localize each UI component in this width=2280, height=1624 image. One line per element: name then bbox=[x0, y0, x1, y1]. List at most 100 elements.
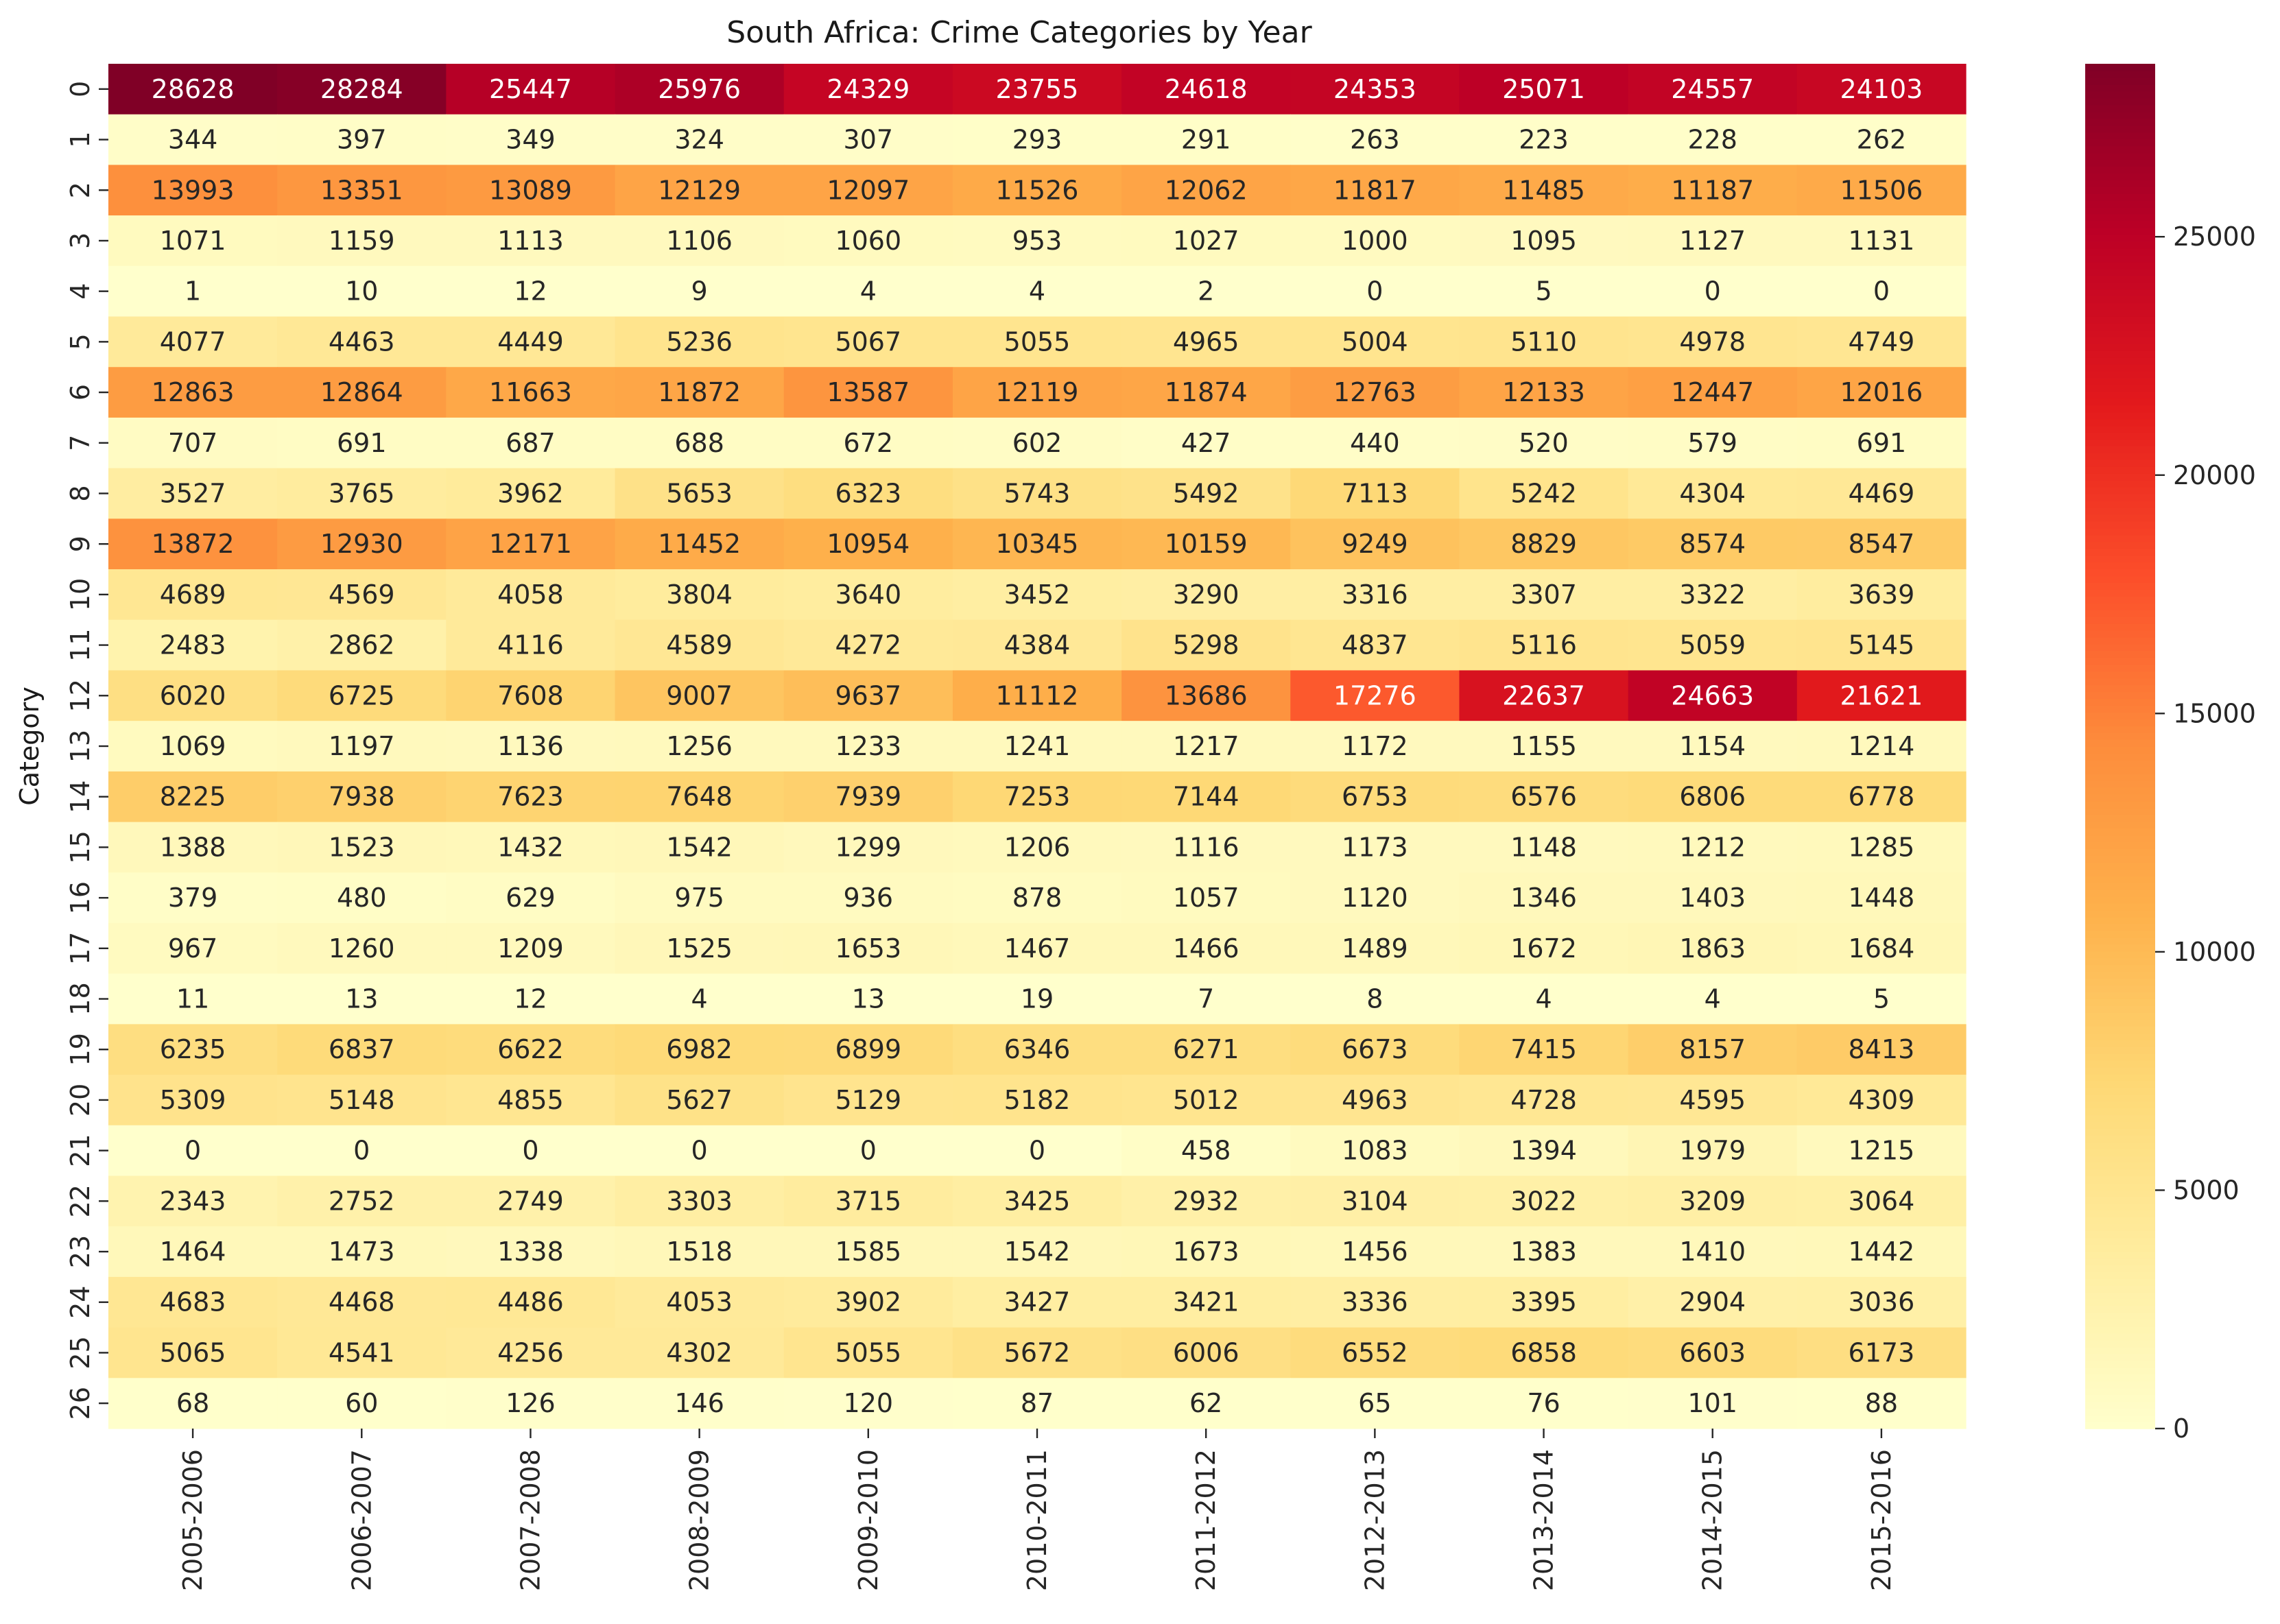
cell-value-label: 5309 bbox=[160, 1085, 226, 1115]
heatmap-cell bbox=[1121, 114, 1291, 165]
cell-value-label: 4 bbox=[1029, 276, 1045, 307]
heatmap-cell bbox=[446, 417, 616, 469]
cell-value-label: 4 bbox=[860, 276, 877, 307]
heatmap-cell bbox=[108, 569, 278, 621]
cell-value-label: 5236 bbox=[666, 326, 733, 357]
cell-value-label: 11506 bbox=[1840, 175, 1923, 205]
cell-value-label: 1113 bbox=[497, 226, 564, 256]
colorbar-segment bbox=[2085, 425, 2155, 433]
cell-value-label: 1410 bbox=[1679, 1237, 1746, 1267]
x-tick-label: 2013-2014 bbox=[1529, 1449, 1559, 1591]
colorbar-segment bbox=[2085, 64, 2155, 71]
cell-value-label: 349 bbox=[506, 125, 556, 155]
cell-value-label: 1155 bbox=[1510, 731, 1577, 761]
cell-value-label: 0 bbox=[185, 1136, 201, 1166]
heatmap-cell bbox=[1290, 1175, 1460, 1227]
y-axis-ticks: 0123456789101112131415161718192021222324… bbox=[65, 81, 108, 1420]
colorbar-segment bbox=[2085, 889, 2155, 897]
heatmap-cell bbox=[277, 619, 447, 671]
cell-value-label: 8157 bbox=[1679, 1034, 1746, 1064]
heatmap-cell bbox=[952, 670, 1122, 721]
cell-value-label: 1456 bbox=[1342, 1237, 1408, 1267]
heatmap-cell bbox=[783, 619, 953, 671]
cell-value-label: 10 bbox=[345, 276, 378, 307]
colorbar-segment bbox=[2085, 1128, 2155, 1136]
cell-value-label: 4309 bbox=[1849, 1085, 1915, 1115]
y-tick-label: 9 bbox=[65, 536, 95, 552]
heatmap-cell bbox=[1628, 872, 1798, 924]
y-tick-label: 14 bbox=[65, 780, 95, 813]
colorbar-segment bbox=[2085, 193, 2155, 201]
cell-value-label: 11187 bbox=[1671, 175, 1754, 205]
cell-value-label: 1148 bbox=[1510, 832, 1577, 862]
colorbar-segment bbox=[2085, 548, 2155, 556]
colorbar-segment bbox=[2085, 909, 2155, 918]
x-tick-label: 2007-2008 bbox=[515, 1449, 545, 1591]
cell-value-label: 65 bbox=[1358, 1388, 1391, 1418]
colorbar-segment bbox=[2085, 719, 2155, 726]
colorbar-segment bbox=[2085, 296, 2155, 304]
heatmap-cell bbox=[1796, 1024, 1967, 1075]
heatmap-cell bbox=[1796, 417, 1967, 469]
cell-value-label: 2752 bbox=[329, 1186, 395, 1216]
cell-value-label: 6982 bbox=[666, 1034, 733, 1064]
colorbar-segment bbox=[2085, 1326, 2155, 1334]
cell-value-label: 6622 bbox=[497, 1034, 564, 1064]
colorbar-segment bbox=[2085, 398, 2155, 406]
colorbar-segment bbox=[2085, 1039, 2155, 1047]
colorbar-segment bbox=[2085, 964, 2155, 972]
colorbar-segment bbox=[2085, 104, 2155, 112]
y-tick-label: 4 bbox=[65, 283, 95, 300]
heatmap-cell bbox=[783, 367, 953, 418]
cell-value-label: 28284 bbox=[320, 74, 403, 104]
heatmap-cell bbox=[277, 822, 447, 873]
colorbar-segment bbox=[2085, 84, 2155, 92]
cell-value-label: 0 bbox=[1029, 1136, 1045, 1166]
cell-value-label: 4077 bbox=[160, 326, 226, 357]
colorbar-segment bbox=[2085, 814, 2155, 822]
heatmap-cell bbox=[952, 1276, 1122, 1328]
cell-value-label: 23755 bbox=[996, 74, 1079, 104]
heatmap-cell bbox=[615, 569, 785, 621]
heatmap-cell bbox=[1459, 619, 1629, 671]
heatmap-cell bbox=[446, 1125, 616, 1177]
cell-value-label: 1285 bbox=[1849, 832, 1915, 862]
cell-value-label: 936 bbox=[844, 883, 894, 913]
heatmap-cell bbox=[783, 1125, 953, 1177]
heatmap-cell bbox=[1290, 922, 1460, 975]
cell-value-label: 5129 bbox=[835, 1085, 901, 1115]
x-tick-label: 2012-2013 bbox=[1359, 1449, 1390, 1591]
cell-value-label: 4683 bbox=[160, 1287, 226, 1317]
cell-value-label: 3395 bbox=[1510, 1287, 1577, 1317]
cell-value-label: 1684 bbox=[1849, 933, 1915, 964]
colorbar-segment bbox=[2085, 1156, 2155, 1163]
cell-value-label: 5004 bbox=[1342, 326, 1408, 357]
colorbar-segment bbox=[2085, 787, 2155, 795]
heatmap-cell bbox=[1796, 973, 1967, 1025]
y-tick-label: 22 bbox=[65, 1184, 95, 1217]
cell-value-label: 1241 bbox=[1004, 731, 1071, 761]
heatmap-cell bbox=[1628, 721, 1798, 772]
colorbar-segment bbox=[2085, 1196, 2155, 1204]
cell-value-label: 379 bbox=[168, 883, 218, 913]
heatmap-cell bbox=[1121, 367, 1291, 418]
y-tick-label: 1 bbox=[65, 131, 95, 147]
cell-value-label: 1095 bbox=[1510, 226, 1577, 256]
cell-value-label: 12864 bbox=[320, 377, 403, 407]
heatmap-cell bbox=[1459, 265, 1629, 318]
heatmap-cell bbox=[952, 822, 1122, 873]
heatmap-cell bbox=[108, 721, 278, 772]
cell-value-label: 3425 bbox=[1004, 1186, 1071, 1216]
x-tick-label: 2011-2012 bbox=[1191, 1449, 1221, 1591]
colorbar-tick-label: 20000 bbox=[2173, 460, 2256, 490]
cell-value-label: 4689 bbox=[160, 580, 226, 610]
cell-value-label: 1212 bbox=[1679, 832, 1746, 862]
y-tick-label: 7 bbox=[65, 435, 95, 451]
colorbar-segment bbox=[2085, 152, 2155, 160]
heatmap-cell bbox=[1796, 670, 1967, 721]
colorbar-segment bbox=[2085, 671, 2155, 679]
heatmap-cell bbox=[108, 1378, 278, 1429]
colorbar-segment bbox=[2085, 534, 2155, 542]
colorbar-segment bbox=[2085, 125, 2155, 133]
colorbar-segment bbox=[2085, 630, 2155, 638]
